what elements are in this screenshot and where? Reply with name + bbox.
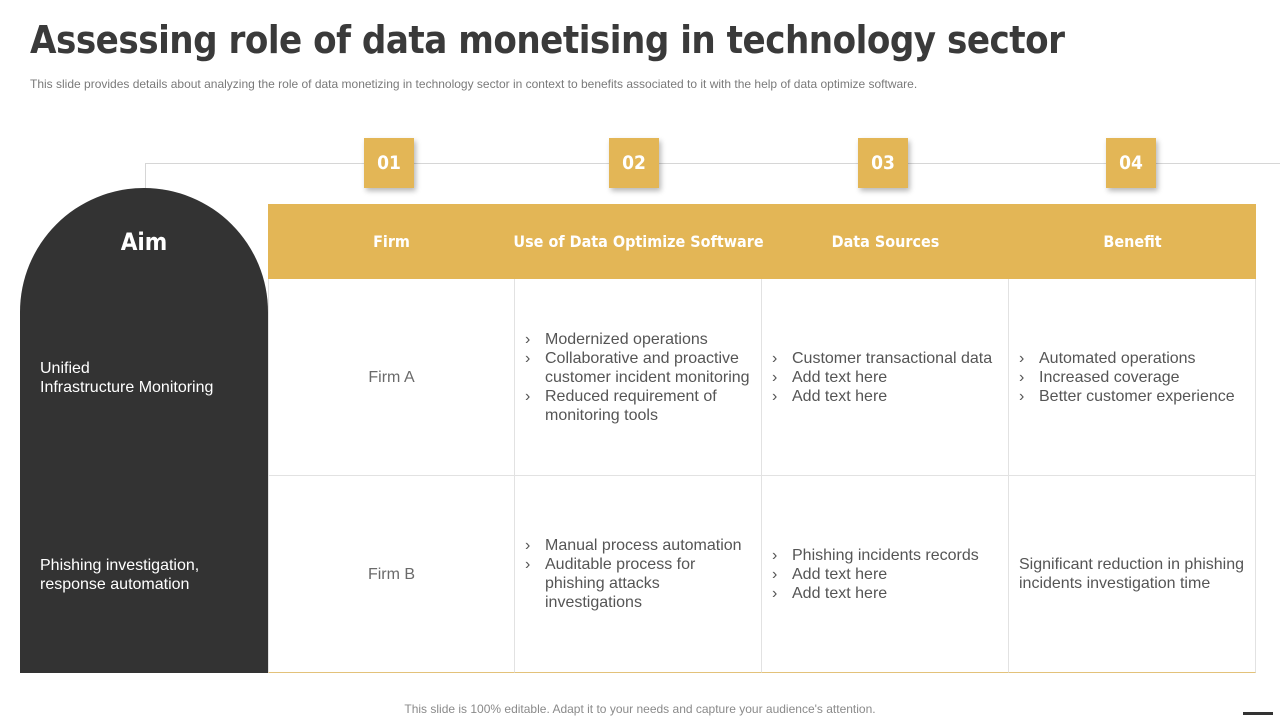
chevron-right-icon: › <box>772 565 778 583</box>
software-cell: › Manual process automation › Auditable pr… <box>515 476 762 673</box>
list-item-text: Phishing incidents records <box>792 546 979 564</box>
list-item-text: Add text here <box>792 584 888 602</box>
page-title: Assessing role of data monetising in tec… <box>30 18 1065 62</box>
chevron-right-icon: › <box>525 556 531 573</box>
list-item-text: Auditable process for phishing attacks i… <box>545 556 696 611</box>
list-item: › Manual process automation <box>525 536 751 555</box>
column-header-software: Use of Data Optimize Software <box>513 232 764 251</box>
chevron-right-icon: › <box>1019 349 1025 367</box>
step-badge-02: 02 <box>609 138 659 188</box>
aim-item-line: Infrastructure Monitoring <box>40 379 214 396</box>
list-item-text: Reduced requirement of monitoring tools <box>545 387 717 424</box>
firm-cell: Firm A <box>268 279 515 476</box>
firm-cell: Firm B <box>268 476 515 673</box>
chevron-right-icon: › <box>525 349 531 367</box>
list-item: › Add text here <box>772 368 998 387</box>
list-item: › Add text here <box>772 387 998 406</box>
step-badge-01: 01 <box>364 138 414 188</box>
aim-item-line: Unified <box>40 360 90 377</box>
list-item-text: Modernized operations <box>545 330 708 348</box>
corner-decoration <box>1243 712 1273 715</box>
list-item-text: Add text here <box>792 368 888 386</box>
list-item-text: Customer transactional data <box>792 349 993 367</box>
chevron-right-icon: › <box>525 537 531 554</box>
timeline-connector-line <box>145 163 1280 164</box>
step-badge-03: 03 <box>858 138 908 188</box>
aim-item-infrastructure-monitoring: Unified Infrastructure Monitoring <box>40 359 255 397</box>
list-item: › Automated operations <box>1019 349 1245 368</box>
page-subtitle: This slide provides details about analyz… <box>30 77 918 91</box>
list-item: › Collaborative and proactive customer in… <box>525 349 751 387</box>
software-cell: › Modernized operations › Collaborative an… <box>515 279 762 476</box>
list-item: › Better customer experience <box>1019 387 1245 406</box>
aim-item-line: response automation <box>40 576 190 593</box>
footer-note: This slide is 100% editable. Adapt it to… <box>404 702 876 716</box>
chevron-right-icon: › <box>525 330 531 348</box>
chevron-right-icon: › <box>772 584 778 602</box>
chevron-right-icon: › <box>772 387 778 405</box>
chevron-right-icon: › <box>772 368 778 386</box>
column-header-benefit: Benefit <box>1103 232 1162 251</box>
aim-title: Aim <box>120 228 168 256</box>
list-item: › Modernized operations <box>525 330 751 349</box>
data-sources-cell: › Customer transactional data › Add text h… <box>762 279 1009 476</box>
list-item: › Customer transactional data <box>772 349 998 368</box>
column-header-firm: Firm <box>373 232 410 251</box>
table-row: Firm B › Manual process automation › Audit… <box>268 476 1256 673</box>
list-item: › Reduced requirement of monitoring tools <box>525 387 751 425</box>
list-item-text: Better customer experience <box>1039 387 1235 405</box>
column-header-data-sources: Data Sources <box>831 232 940 251</box>
list-item: › Add text here <box>772 584 998 603</box>
chevron-right-icon: › <box>525 387 531 405</box>
chevron-right-icon: › <box>1019 368 1025 386</box>
chevron-right-icon: › <box>772 546 778 564</box>
timeline-connector-drop <box>145 163 146 189</box>
comparison-table: Firm A › Modernized operations › Collabora… <box>268 279 1256 673</box>
table-row: Firm A › Modernized operations › Collabora… <box>268 279 1256 476</box>
list-item: › Auditable process for phishing attacks … <box>525 555 751 612</box>
chevron-right-icon: › <box>1019 387 1025 405</box>
aim-item-phishing-automation: Phishing investigation, response automat… <box>40 556 255 594</box>
list-item-text: Add text here <box>792 387 888 405</box>
chevron-right-icon: › <box>772 349 778 367</box>
list-item-text: Increased coverage <box>1039 368 1180 386</box>
data-sources-cell: › Phishing incidents records › Add text he… <box>762 476 1009 673</box>
list-item: › Add text here <box>772 565 998 584</box>
benefit-cell: › Automated operations › Increased coverag… <box>1009 279 1256 476</box>
list-item: › Phishing incidents records <box>772 546 998 565</box>
list-item-text: Manual process automation <box>545 537 742 554</box>
list-item-text: Automated operations <box>1039 349 1196 367</box>
list-item-text: Collaborative and proactive customer inc… <box>545 349 750 386</box>
aim-item-line: Phishing investigation, <box>40 557 200 574</box>
aim-panel: Aim Unified Infrastructure Monitoring Ph… <box>20 188 268 673</box>
list-item: › Increased coverage <box>1019 368 1245 387</box>
list-item-text: Add text here <box>792 565 888 583</box>
step-badge-04: 04 <box>1106 138 1156 188</box>
table-header: Firm Use of Data Optimize Software Data … <box>268 204 1256 279</box>
benefit-cell: Significant reduction in phishing incide… <box>1009 476 1256 673</box>
benefit-text: Significant reduction in phishing incide… <box>1019 556 1245 592</box>
